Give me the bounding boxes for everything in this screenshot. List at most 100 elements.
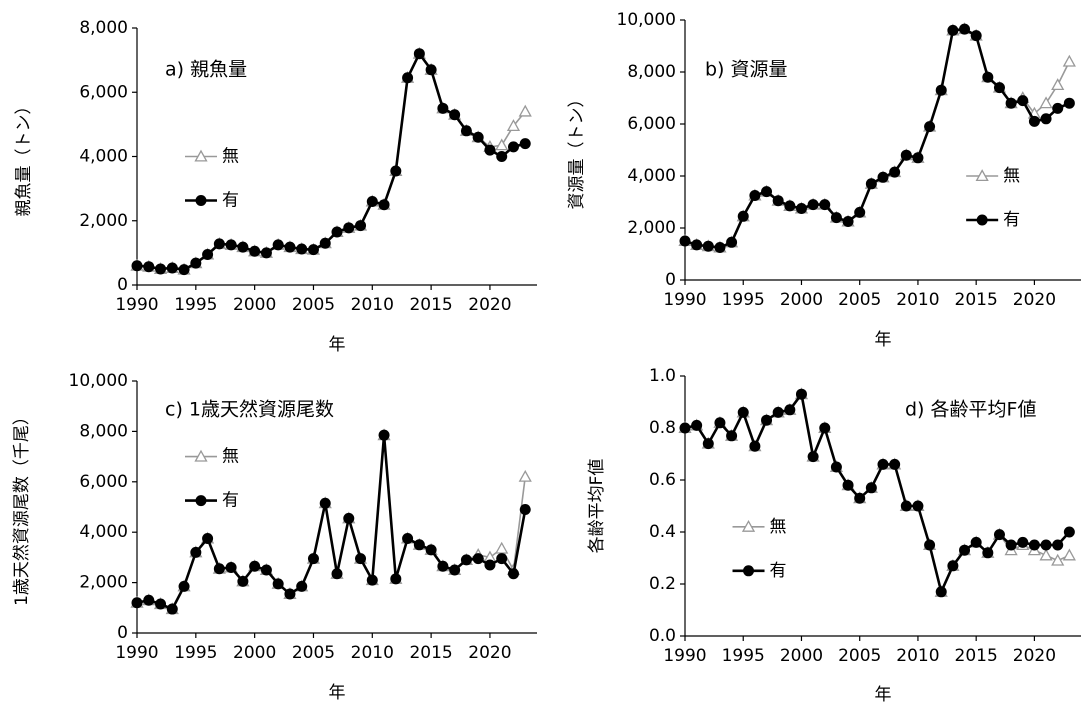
data-point [413, 48, 425, 60]
data-point [924, 539, 936, 551]
data-point [307, 553, 319, 565]
data-point [877, 458, 889, 470]
data-point [842, 216, 854, 227]
data-point [726, 236, 738, 248]
data-point [272, 239, 284, 251]
x-axis-label: 年 [875, 685, 892, 705]
data-point [854, 206, 866, 218]
y-tick-label: 0.8 [649, 418, 676, 438]
data-point [1028, 539, 1040, 551]
data-point [1063, 97, 1075, 109]
data-point [437, 560, 449, 572]
x-tick-label: 2005 [838, 646, 881, 666]
x-tick-label: 1990 [115, 295, 158, 315]
data-point [166, 603, 178, 615]
x-tick-label: 2020 [468, 643, 511, 663]
data-point [143, 261, 155, 273]
data-point [1063, 526, 1075, 538]
y-tick-label: 8,000 [79, 421, 128, 441]
x-axis-label: 年 [875, 330, 892, 350]
x-tick-label: 2010 [351, 295, 394, 315]
data-point [495, 541, 509, 554]
data-point [749, 190, 761, 201]
data-point [402, 72, 414, 84]
data-point [935, 84, 947, 96]
legend-label: 無 [222, 447, 239, 467]
data-point [495, 138, 509, 151]
data-point [1017, 536, 1029, 548]
data-point [484, 144, 496, 156]
legend-label: 無 [1003, 166, 1020, 186]
y-tick-label: 1.0 [649, 366, 676, 386]
chart-title: d) 各齢平均F値 [905, 399, 1036, 421]
legend-marker [195, 195, 207, 206]
y-tick-label: 10,000 [617, 10, 676, 30]
data-point [202, 248, 214, 260]
x-tick-label: 2020 [468, 295, 511, 315]
x-tick-label: 2000 [780, 290, 823, 310]
y-tick-label: 0.4 [649, 522, 676, 542]
data-point [819, 199, 831, 211]
data-point [912, 500, 924, 512]
legend-label: 有 [770, 561, 787, 581]
x-tick-label: 2000 [780, 646, 823, 666]
data-point [296, 580, 308, 592]
legend-label: 無 [222, 147, 239, 167]
data-point [772, 406, 784, 418]
x-tick-label: 1995 [722, 290, 765, 310]
data-point [178, 264, 190, 276]
data-point [714, 417, 726, 429]
data-point [190, 546, 202, 558]
data-point [737, 406, 749, 418]
data-point [691, 419, 703, 431]
series-line [684, 391, 1071, 596]
data-point [496, 151, 508, 162]
y-tick-label: 4,000 [79, 147, 128, 167]
x-tick-label: 2020 [1013, 290, 1056, 310]
data-point [1040, 113, 1052, 125]
data-point [437, 102, 449, 114]
data-point [819, 422, 831, 434]
data-point [679, 235, 691, 247]
data-point [472, 131, 484, 143]
data-point [260, 564, 272, 576]
legend-label: 有 [222, 491, 239, 511]
data-point [993, 82, 1005, 94]
data-point [877, 171, 889, 183]
data-point [959, 544, 971, 556]
y-tick-label: 6,000 [79, 82, 128, 102]
data-point [131, 597, 143, 609]
data-point [319, 237, 331, 249]
data-point [460, 125, 472, 137]
data-point [679, 422, 691, 434]
data-point [355, 553, 367, 565]
data-point [190, 257, 202, 269]
data-point [761, 414, 773, 426]
x-tick-label: 2005 [292, 643, 335, 663]
x-tick-label: 2010 [896, 290, 939, 310]
y-tick-label: 8,000 [627, 62, 676, 82]
data-point [507, 141, 519, 153]
data-point [178, 580, 190, 592]
data-point [202, 533, 214, 544]
y-tick-label: 0 [665, 270, 676, 290]
x-tick-label: 2015 [955, 646, 998, 666]
y-tick-label: 2,000 [627, 218, 676, 238]
data-point [1005, 539, 1017, 551]
data-point [366, 574, 378, 586]
y-tick-label: 6,000 [627, 114, 676, 134]
chart-title: c) 1歳天然資源尾数 [165, 399, 334, 421]
data-point [413, 539, 425, 551]
x-tick-label: 2000 [233, 643, 276, 663]
y-tick-label: 2,000 [79, 211, 128, 231]
y-tick-label: 4,000 [79, 522, 128, 542]
data-point [390, 573, 402, 585]
x-tick-label: 2005 [838, 290, 881, 310]
data-point [947, 560, 959, 572]
y-axis-label: 親魚量（トン） [14, 98, 34, 217]
data-point [496, 553, 508, 565]
data-point [366, 195, 378, 207]
data-point [1017, 95, 1029, 107]
data-point [726, 430, 738, 442]
legend-marker [195, 495, 207, 507]
